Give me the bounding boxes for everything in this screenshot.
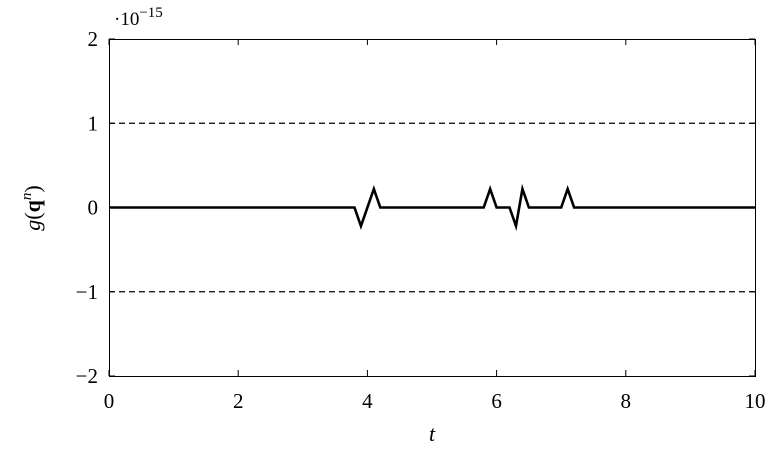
y-tick-label-4: 2 [88, 27, 99, 51]
y-label-close: ) [20, 185, 45, 192]
series-line-0 [109, 183, 755, 232]
y-tick-label-0: −2 [76, 364, 98, 388]
y-scale-base: ·10 [114, 9, 139, 30]
x-tick-label-4: 8 [621, 389, 632, 413]
y-label-vector: q [20, 199, 45, 212]
x-tick-label-3: 6 [491, 389, 502, 413]
y-axis-ticks: −2 −1 0 1 2 [76, 27, 755, 388]
x-axis-ticks: 0 2 4 6 8 10 [104, 39, 766, 413]
x-tick-label-1: 2 [233, 389, 244, 413]
y-scale-note: ·10−15 [114, 5, 163, 30]
x-tick-label-2: 4 [362, 389, 373, 413]
y-label-func: g [20, 220, 45, 231]
y-label-superscript: n [19, 193, 35, 201]
y-label-open: ( [20, 212, 45, 219]
y-tick-label-3: 1 [88, 111, 99, 135]
reference-lines [109, 122, 755, 293]
y-axis-label: g(qn) [19, 185, 45, 230]
x-tick-label-0: 0 [104, 389, 115, 413]
y-scale-exponent: −15 [139, 5, 162, 21]
y-tick-label-2: 0 [88, 196, 99, 220]
x-tick-label-5: 10 [745, 389, 766, 413]
series-group [109, 183, 755, 232]
x-axis-label: t [429, 421, 436, 446]
y-tick-label-1: −1 [76, 280, 98, 304]
